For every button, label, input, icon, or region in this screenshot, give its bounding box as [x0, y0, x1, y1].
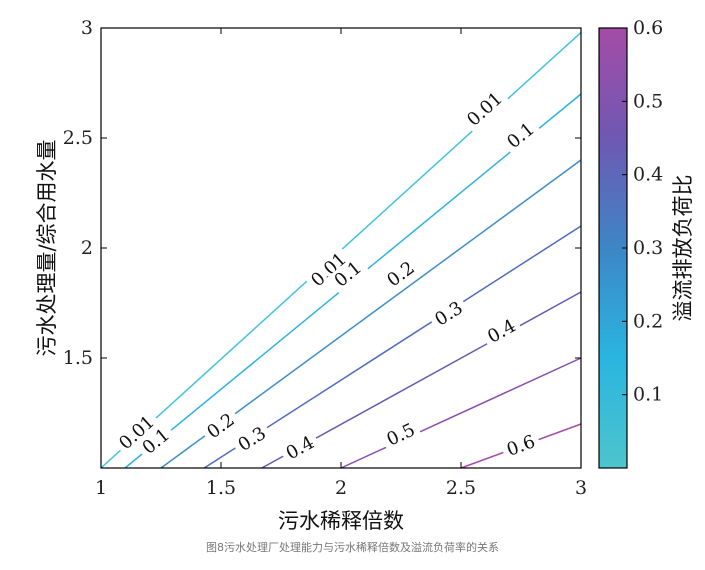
contour-line-3: [203, 225, 582, 469]
colorbar-tick-label-1: 0.2: [633, 310, 663, 332]
y-tick-label-3: 3: [81, 17, 93, 39]
colorbar-tick-label-2: 0.3: [633, 237, 663, 259]
y-tick-label-1: 2: [81, 237, 93, 259]
x-tick-label-3: 2.5: [446, 477, 476, 499]
x-tick-label-4: 3: [575, 477, 587, 499]
contour-label-11: 0.4: [278, 429, 322, 467]
colorbar-tick-label-3: 0.4: [633, 164, 663, 186]
y-axis-label: 污水处理量/综合用水量: [35, 139, 59, 356]
colorbar-tick-label-5: 0.6: [633, 17, 663, 39]
contour-labels: 0.010.010.010.10.10.10.20.20.30.30.40.4 0…: [111, 85, 543, 467]
x-axis-label: 污水稀释倍数: [278, 509, 404, 533]
colorbar-tick-label-4: 0.5: [633, 90, 663, 112]
contour-label-1: 0.01: [459, 85, 511, 134]
contour-chart: 0.010.010.010.10.10.10.20.20.30.30.40.4 0…: [35, 17, 695, 533]
colorbar-label: 溢流排放负荷比: [671, 175, 695, 322]
y-axis-ticks: 1.5 2 2.5 3: [63, 17, 581, 369]
colorbar-tick-label-0: 0.1: [633, 384, 663, 406]
x-tick-label-2: 2: [335, 477, 347, 499]
y-tick-label-2: 2.5: [63, 127, 93, 149]
figure-caption: 图8污水处理厂处理能力与污水稀释倍数及溢流负荷率的关系: [206, 541, 499, 554]
contour-label-4: 0.1: [499, 115, 543, 157]
colorbar-ticks: 0.1 0.2 0.3 0.4 0.5 0.6: [622, 17, 663, 406]
x-tick-label-1: 1.5: [206, 477, 236, 499]
contour-line-5: [340, 357, 582, 469]
y-tick-label-0: 1.5: [63, 347, 93, 369]
x-tick-label-0: 1: [95, 477, 107, 499]
contour-label-6: 0.2: [379, 254, 423, 295]
x-axis-ticks: 1 1.5 2 2.5 3: [95, 28, 587, 499]
contour-label-13: 0.6: [499, 429, 543, 463]
